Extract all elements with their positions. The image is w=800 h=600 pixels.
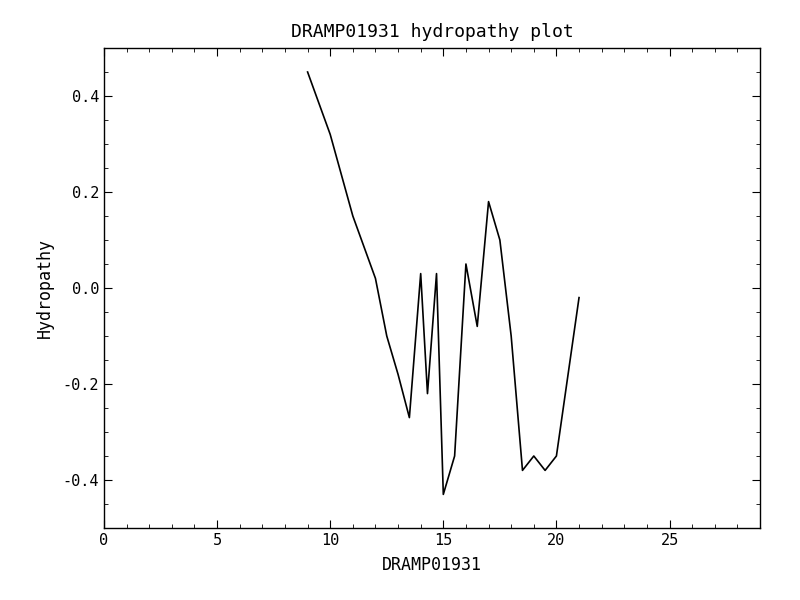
Title: DRAMP01931 hydropathy plot: DRAMP01931 hydropathy plot: [290, 23, 574, 41]
X-axis label: DRAMP01931: DRAMP01931: [382, 556, 482, 574]
Y-axis label: Hydropathy: Hydropathy: [36, 238, 54, 338]
